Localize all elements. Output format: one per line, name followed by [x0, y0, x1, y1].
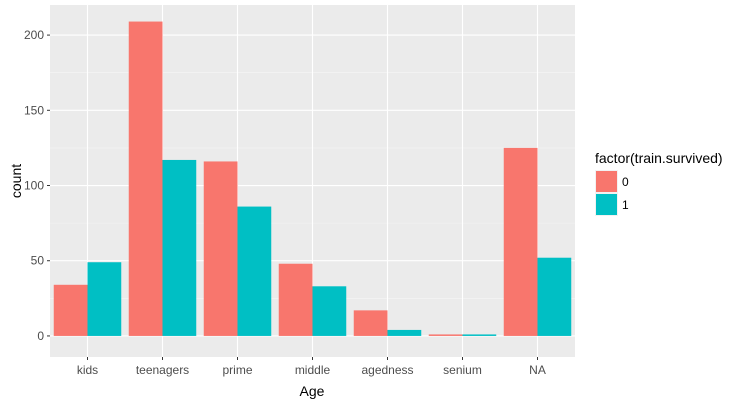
y-tick-label: 150	[24, 103, 44, 117]
y-axis-title: count	[8, 164, 24, 198]
x-tick-label: agedness	[361, 363, 413, 377]
bar-agedness-series-1	[387, 329, 422, 336]
bar-agedness-series-0	[353, 310, 388, 336]
legend: factor(train.survived) 0 1	[595, 150, 723, 216]
legend-key-1	[596, 194, 617, 215]
x-tick-label: teenagers	[136, 363, 189, 377]
bar-kids-series-1	[87, 262, 122, 336]
bar-prime-series-1	[237, 206, 272, 336]
bar-senium-series-1	[462, 334, 497, 336]
bars	[53, 21, 572, 336]
y-tick-label: 0	[37, 329, 44, 343]
bar-kids-series-0	[53, 284, 88, 336]
x-tick-label: kids	[77, 363, 98, 377]
bar-senium-series-0	[428, 334, 463, 336]
y-tick-label: 200	[24, 28, 44, 42]
bar-teenagers-series-1	[162, 159, 197, 336]
x-tick-label: NA	[529, 363, 546, 377]
x-axis: kids teenagers prime middle agedness senium NA	[77, 357, 546, 377]
bar-prime-series-0	[203, 161, 238, 336]
y-tick-label: 50	[31, 254, 45, 268]
bar-teenagers-series-0	[128, 21, 163, 336]
bar-middle-series-1	[312, 286, 347, 336]
x-tick-label: middle	[295, 363, 331, 377]
x-axis-title: Age	[300, 383, 325, 399]
x-tick-label: senium	[443, 363, 482, 377]
bar-middle-series-0	[278, 263, 313, 336]
legend-key-0	[596, 171, 617, 192]
x-tick-label: prime	[222, 363, 252, 377]
legend-label-0: 0	[622, 175, 629, 189]
y-tick-label: 100	[24, 179, 44, 193]
y-axis: 0 50 100 150 200	[24, 28, 50, 343]
legend-label-1: 1	[622, 198, 629, 212]
bar-NA-series-1	[537, 257, 572, 336]
legend-title: factor(train.survived)	[595, 150, 723, 166]
bar-NA-series-0	[503, 147, 538, 336]
